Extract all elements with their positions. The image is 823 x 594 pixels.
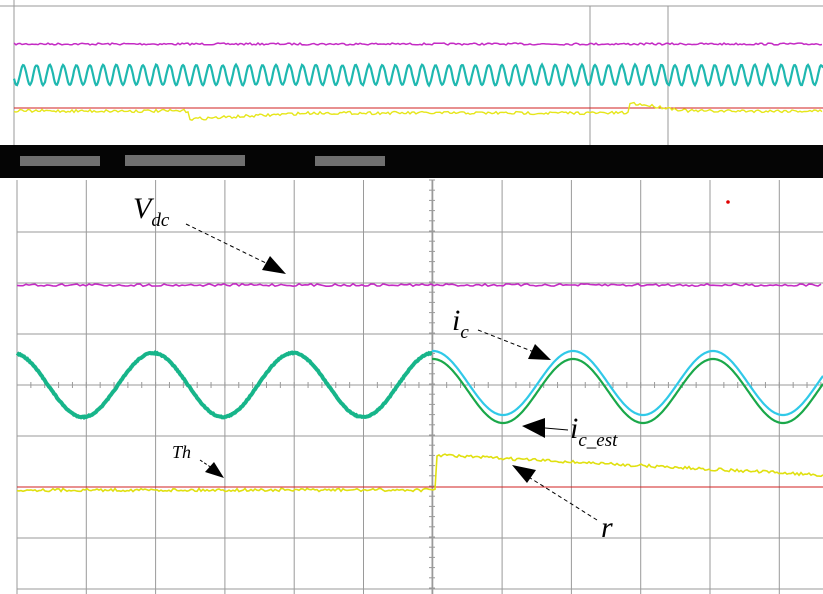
status-band bbox=[0, 145, 823, 178]
r-label: r bbox=[601, 511, 613, 544]
status-band-blur bbox=[20, 155, 385, 166]
th-label: Th bbox=[172, 442, 191, 462]
marker-dot bbox=[726, 200, 730, 204]
background bbox=[0, 0, 823, 594]
oscilloscope-screenshot: Vdc ic ic_est Th r bbox=[0, 0, 823, 594]
